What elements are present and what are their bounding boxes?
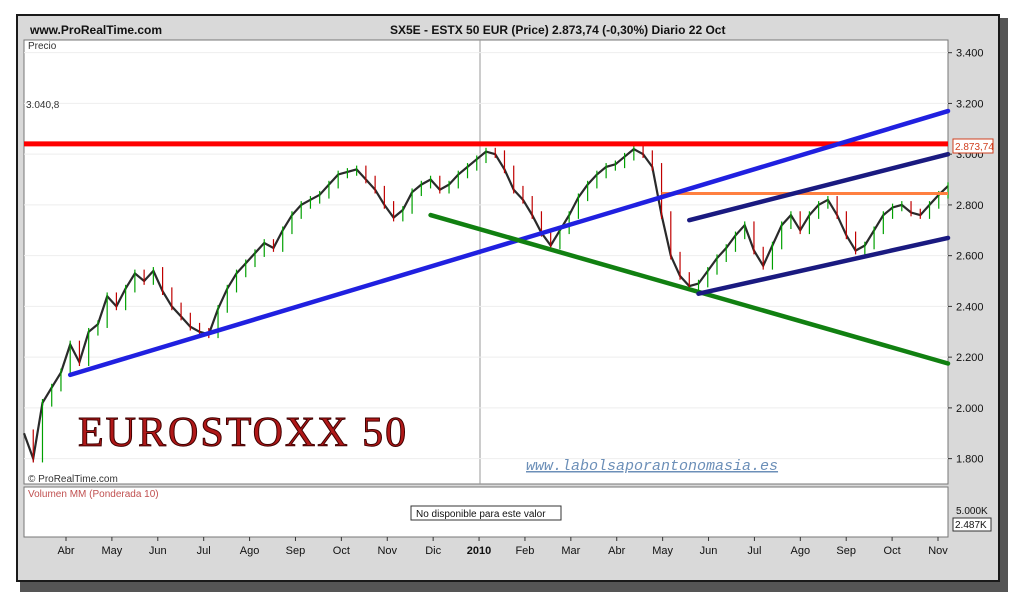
site-name[interactable]: www.ProRealTime.com — [29, 23, 162, 37]
x-tick-label: Ago — [240, 545, 260, 557]
volume-badge-text: 2.487K — [955, 520, 987, 531]
x-tick-label: Mar — [561, 545, 580, 557]
y-tick-label: 2.600 — [956, 251, 984, 263]
x-tick-label: Oct — [884, 545, 901, 557]
y-axis: 1.8002.0002.2002.4002.6002.8003.0003.200… — [948, 48, 984, 466]
volume-notice: No disponible para este valor — [416, 509, 546, 520]
price-panel[interactable] — [23, 39, 949, 485]
x-tick-label: Oct — [333, 545, 350, 557]
y-tick-label: 1.800 — [956, 454, 984, 466]
x-tick-label: 2010 — [467, 545, 491, 557]
overlay-title: EUROSTOXX 50 — [78, 410, 408, 456]
x-tick-label: Ago — [791, 545, 811, 557]
y-tick-label: 3.400 — [956, 48, 984, 60]
x-tick-label: Nov — [377, 545, 397, 557]
x-tick-label: Abr — [608, 545, 625, 557]
x-tick-label: May — [102, 545, 123, 557]
x-tick-label: Jun — [700, 545, 718, 557]
resistance-label: 3.040,8 — [26, 100, 60, 111]
volume-notice-box — [410, 505, 562, 521]
channel-bottom-line — [696, 235, 951, 296]
price-series — [22, 145, 949, 463]
x-tick-label: May — [652, 545, 673, 557]
last-price-badge — [952, 138, 994, 154]
volume-badge — [952, 517, 992, 532]
watermark-link[interactable]: www.labolsaporantonomasia.es — [526, 458, 778, 475]
volume-panel-label: Volumen MM (Ponderada 10) — [28, 489, 159, 500]
chart-header-title: SX5E - ESTX 50 EUR (Price) 2.873,74 (-0,… — [390, 23, 725, 37]
x-tick-label: Sep — [836, 545, 856, 557]
x-tick-label: Feb — [515, 545, 534, 557]
downtrend-line — [428, 212, 951, 366]
x-tick-label: Jun — [149, 545, 167, 557]
last-price-badge-text: 2.873,74 — [955, 142, 994, 153]
channel-top-line — [687, 151, 951, 223]
x-axis: Abr May Jun Jul Ago Sep Oct Nov Dic 2010 Feb Mar Abr… — [57, 537, 948, 557]
x-tick-label: Abr — [57, 545, 74, 557]
y-tick-label: 3.200 — [956, 98, 984, 110]
x-tick-label: Jul — [197, 545, 211, 557]
x-tick-label: Dic — [425, 545, 441, 557]
y-tick-label: 2.400 — [956, 301, 984, 313]
y-tick-label: 2.800 — [956, 200, 984, 212]
long-term-support-line — [67, 108, 951, 378]
gridlines — [24, 52, 948, 460]
price-panel-label: Precio — [28, 41, 57, 52]
overlay-lines — [24, 108, 951, 378]
x-tick-label: Sep — [286, 545, 306, 557]
y-tick-label: 2.000 — [956, 403, 984, 415]
x-tick-label: Jul — [747, 545, 761, 557]
copyright: © ProRealTime.com — [28, 474, 118, 485]
volume-axis-label: 5.000K — [956, 506, 988, 517]
x-tick-label: Nov — [928, 545, 948, 557]
y-tick-label: 2.200 — [956, 352, 984, 364]
